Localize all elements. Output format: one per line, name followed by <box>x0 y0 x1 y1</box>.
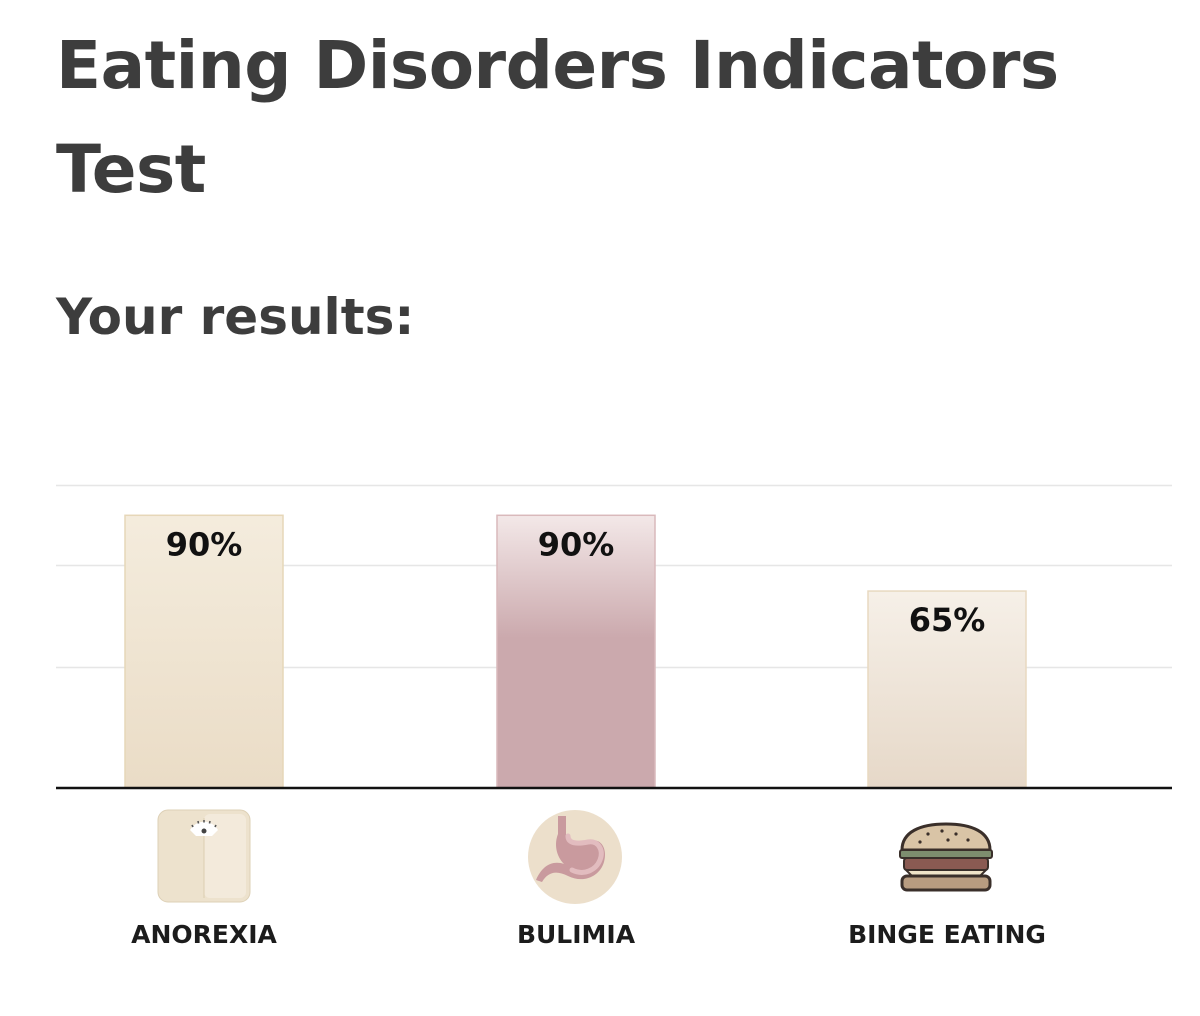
bar-value-label-binge-eating: 65% <box>909 601 986 639</box>
bar-binge-eating <box>867 590 1027 789</box>
burger-icon <box>899 822 993 892</box>
results-heading: Your results: <box>56 288 415 346</box>
scale-icon <box>157 809 251 903</box>
category-label-binge-eating: BINGE EATING <box>848 920 1046 949</box>
bar-bulimia <box>496 514 656 789</box>
page-title: Eating Disorders Indicators Test <box>56 27 1059 208</box>
category-label-anorexia: ANOREXIA <box>131 920 277 949</box>
category-label-bulimia: BULIMIA <box>517 920 636 949</box>
chart-bars <box>124 514 1027 789</box>
stomach-icon <box>528 810 622 904</box>
bar-value-label-bulimia: 90% <box>538 525 615 563</box>
bar-value-label-anorexia: 90% <box>166 525 243 563</box>
bar-anorexia <box>124 514 284 789</box>
